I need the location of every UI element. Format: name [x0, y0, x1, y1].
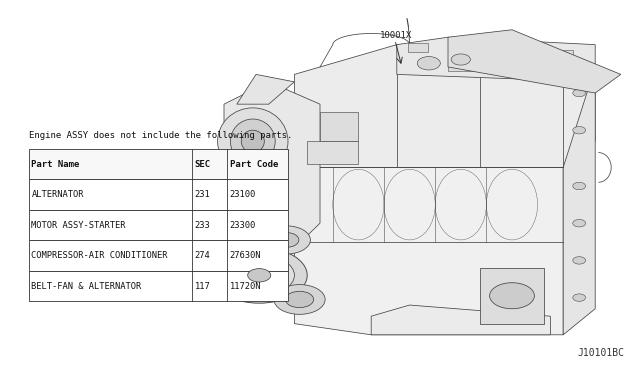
Circle shape — [273, 232, 299, 247]
Text: Part Code: Part Code — [230, 160, 278, 169]
Polygon shape — [237, 74, 294, 104]
Text: 274: 274 — [195, 251, 211, 260]
Text: BELT-FAN & ALTERNATOR: BELT-FAN & ALTERNATOR — [31, 282, 141, 291]
Circle shape — [573, 257, 586, 264]
Bar — [480, 268, 544, 324]
Text: 23100: 23100 — [230, 190, 256, 199]
Bar — [29, 210, 288, 240]
Bar — [493, 50, 528, 71]
Text: 231: 231 — [195, 190, 211, 199]
Circle shape — [224, 255, 294, 296]
Circle shape — [211, 247, 307, 303]
Bar — [320, 112, 358, 141]
Text: 27630N: 27630N — [230, 251, 261, 260]
Circle shape — [573, 126, 586, 134]
Text: 117: 117 — [195, 282, 211, 291]
Polygon shape — [371, 305, 550, 335]
Text: Part Name: Part Name — [31, 160, 80, 169]
Bar — [29, 179, 288, 210]
Polygon shape — [294, 45, 595, 167]
Bar — [538, 50, 573, 71]
Circle shape — [451, 54, 470, 65]
Bar — [29, 271, 288, 301]
Ellipse shape — [218, 108, 288, 175]
Polygon shape — [224, 82, 320, 242]
Polygon shape — [448, 30, 621, 93]
Ellipse shape — [230, 119, 275, 164]
Circle shape — [262, 226, 310, 254]
Circle shape — [235, 261, 284, 289]
Circle shape — [573, 219, 586, 227]
Text: SEC: SEC — [195, 160, 211, 169]
Circle shape — [573, 182, 586, 190]
Text: ALTERNATOR: ALTERNATOR — [31, 190, 84, 199]
Bar — [307, 141, 358, 164]
Text: Engine ASSY does not include the following parts.: Engine ASSY does not include the followi… — [29, 131, 292, 140]
Text: 11720N: 11720N — [230, 282, 261, 291]
Polygon shape — [563, 67, 595, 335]
Bar — [448, 50, 483, 71]
Polygon shape — [397, 37, 595, 82]
Circle shape — [490, 283, 534, 309]
Circle shape — [274, 285, 325, 314]
Bar — [408, 43, 428, 52]
Ellipse shape — [241, 130, 264, 153]
Circle shape — [285, 291, 314, 308]
Text: J10101BC: J10101BC — [577, 348, 624, 358]
Text: 233: 233 — [195, 221, 211, 230]
Text: MOTOR ASSY-STARTER: MOTOR ASSY-STARTER — [31, 221, 126, 230]
Polygon shape — [294, 156, 563, 335]
Circle shape — [417, 57, 440, 70]
Circle shape — [573, 89, 586, 97]
Bar — [29, 149, 288, 179]
Circle shape — [573, 294, 586, 301]
Bar — [29, 240, 288, 271]
Text: COMPRESSOR-AIR CONDITIONER: COMPRESSOR-AIR CONDITIONER — [31, 251, 168, 260]
Text: 23300: 23300 — [230, 221, 256, 230]
Circle shape — [248, 269, 271, 282]
Text: 10001X: 10001X — [380, 31, 412, 40]
